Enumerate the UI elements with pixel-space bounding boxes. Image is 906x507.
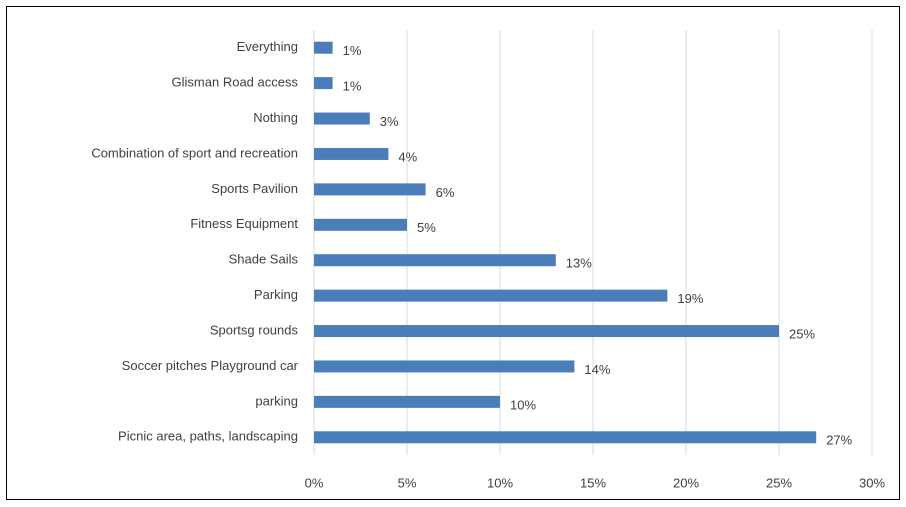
bar [314, 395, 500, 408]
y-tick-label: Parking [254, 287, 298, 302]
data-label: 19% [677, 291, 703, 306]
bar [314, 218, 407, 231]
bar [314, 325, 779, 338]
y-tick-label: Sports Pavilion [211, 181, 298, 196]
y-tick-label: Shade Sails [229, 252, 299, 267]
data-label: 25% [789, 326, 815, 341]
bar [314, 183, 426, 196]
bar [314, 431, 817, 444]
bar [314, 41, 333, 54]
x-tick-label: 20% [673, 475, 699, 490]
data-label: 3% [380, 114, 399, 129]
data-label: 6% [436, 185, 455, 200]
chart-border [6, 6, 900, 500]
x-tick-label: 0% [305, 475, 324, 490]
y-tick-label: parking [255, 393, 298, 408]
y-tick-label: Everything [237, 39, 298, 54]
y-tick-label: Glisman Road access [172, 75, 299, 90]
data-label: 5% [417, 220, 436, 235]
y-tick-label: Sportsg rounds [210, 322, 299, 337]
bar [314, 289, 668, 302]
data-label: 14% [584, 362, 610, 377]
y-tick-label: Fitness Equipment [190, 216, 298, 231]
y-tick-label: Combination of sport and recreation [91, 145, 298, 160]
y-tick-label: Picnic area, paths, landscaping [118, 429, 298, 444]
bar [314, 112, 370, 125]
data-label: 10% [510, 397, 536, 412]
x-tick-label: 10% [487, 475, 513, 490]
data-label: 13% [566, 256, 592, 271]
y-tick-label: Nothing [253, 110, 298, 125]
x-tick-label: 15% [580, 475, 606, 490]
bar [314, 254, 556, 267]
x-tick-label: 5% [398, 475, 417, 490]
x-tick-label: 30% [859, 475, 885, 490]
bar [314, 147, 389, 160]
data-label: 27% [826, 433, 852, 448]
y-tick-label: Soccer pitches Playground car [122, 358, 299, 373]
bar [314, 360, 575, 373]
data-label: 1% [343, 79, 362, 94]
data-label: 1% [343, 43, 362, 58]
bar [314, 77, 333, 90]
data-label: 4% [398, 149, 417, 164]
x-tick-label: 25% [766, 475, 792, 490]
